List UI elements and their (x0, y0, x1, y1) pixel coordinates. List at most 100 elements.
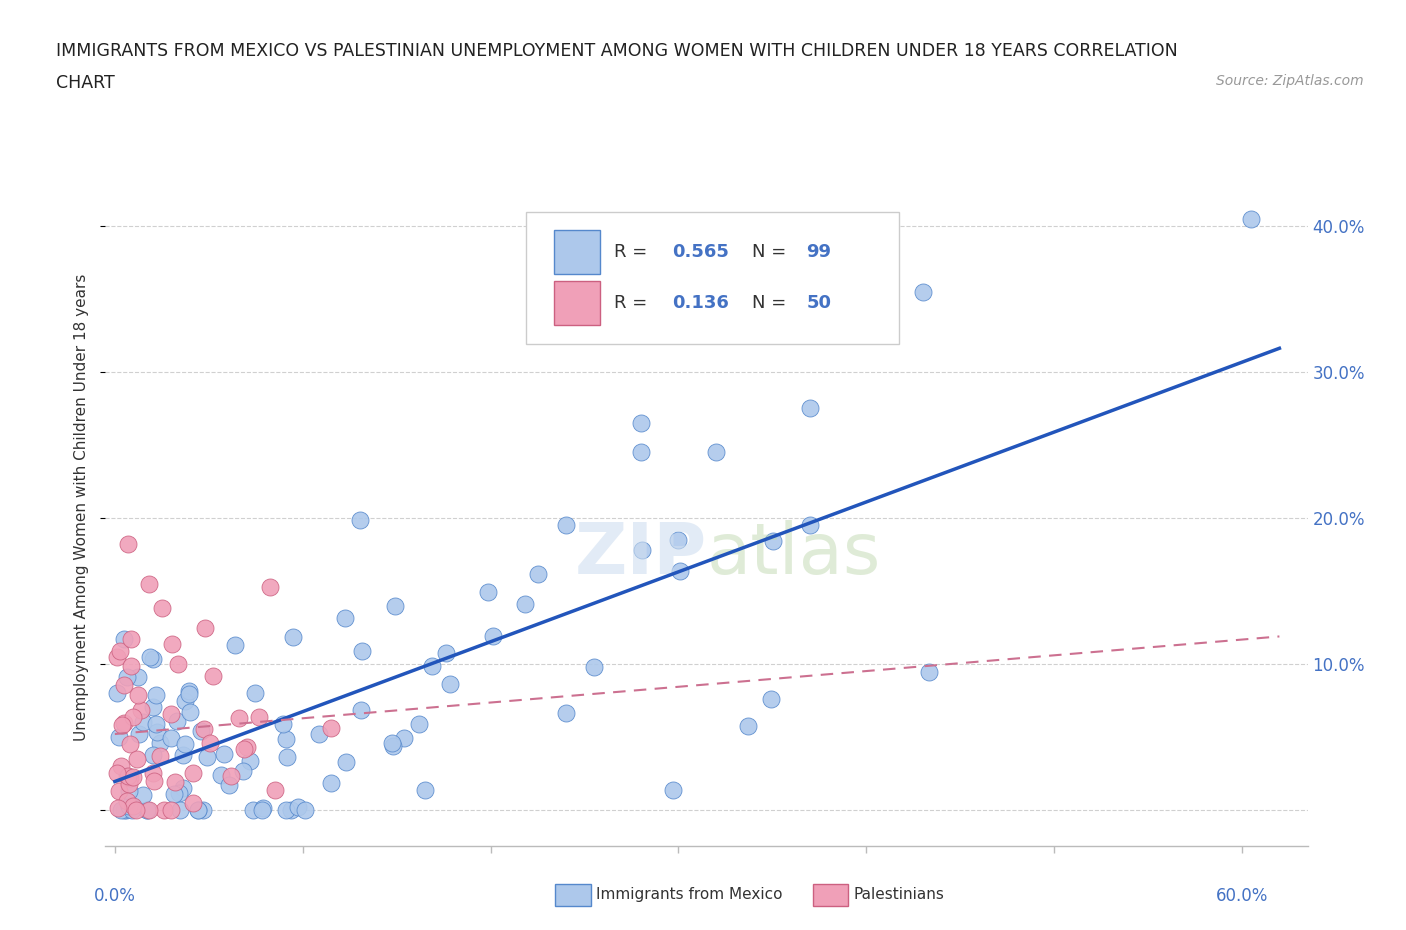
Point (143, 774, 166, 789)
Text: N =: N = (752, 244, 786, 261)
Point (662, 783, 685, 798)
Point (138, 803, 160, 817)
Point (219, 768, 242, 783)
Point (112, 803, 135, 817)
Point (554, 518, 576, 533)
Point (125, 751, 148, 766)
Point (138, 576, 160, 591)
Point (125, 803, 148, 817)
Point (187, 803, 209, 817)
Point (117, 537, 139, 551)
Point (187, 803, 209, 817)
Point (145, 724, 167, 739)
Point (110, 759, 132, 774)
Point (799, 518, 821, 533)
Point (132, 714, 155, 729)
FancyBboxPatch shape (554, 281, 599, 326)
Point (152, 803, 174, 817)
Point (911, 284, 934, 299)
Text: Immigrants from Mexico: Immigrants from Mexico (596, 887, 783, 902)
Point (177, 684, 200, 698)
Point (195, 750, 218, 764)
Point (122, 769, 145, 784)
Point (108, 783, 131, 798)
Point (117, 769, 139, 784)
Text: R =: R = (614, 244, 647, 261)
Point (105, 686, 128, 701)
Point (233, 741, 256, 756)
Point (169, 786, 191, 801)
Point (434, 646, 457, 661)
Point (294, 803, 316, 817)
Point (224, 638, 246, 653)
Point (112, 715, 135, 730)
Point (250, 803, 273, 817)
Point (276, 731, 298, 746)
Point (112, 631, 135, 646)
Text: Palestinians: Palestinians (853, 887, 945, 902)
Point (194, 620, 217, 635)
Point (120, 737, 142, 751)
Point (218, 777, 240, 792)
Point (704, 445, 727, 459)
Point (191, 803, 214, 817)
Point (228, 711, 250, 725)
Point (122, 801, 145, 816)
Point (420, 658, 443, 673)
Point (115, 803, 138, 817)
Point (349, 513, 371, 528)
Point (142, 748, 165, 763)
Text: 60.0%: 60.0% (1216, 887, 1268, 905)
Point (105, 650, 128, 665)
Point (349, 703, 371, 718)
Point (759, 692, 782, 707)
Point (384, 598, 406, 613)
Text: CHART: CHART (56, 74, 115, 92)
Point (392, 731, 415, 746)
Point (105, 766, 128, 781)
Point (439, 676, 461, 691)
Point (172, 780, 194, 795)
Point (118, 770, 141, 785)
Point (120, 658, 142, 673)
Point (321, 776, 343, 790)
Text: 0.136: 0.136 (672, 294, 728, 312)
Point (135, 803, 157, 817)
Point (280, 803, 302, 817)
Point (247, 710, 270, 724)
Point (273, 716, 295, 731)
Point (107, 801, 129, 816)
Point (127, 670, 149, 684)
Point (352, 644, 374, 658)
Text: atlas: atlas (707, 520, 882, 589)
Text: Source: ZipAtlas.com: Source: ZipAtlas.com (1216, 74, 1364, 88)
Point (190, 724, 212, 738)
Point (122, 799, 145, 814)
Point (169, 803, 191, 817)
Point (252, 800, 274, 815)
Point (1240, 211, 1263, 226)
Point (181, 765, 204, 780)
Point (408, 717, 430, 732)
Point (274, 803, 297, 817)
Point (120, 631, 142, 646)
Point (243, 685, 266, 700)
Point (115, 794, 138, 809)
Point (209, 768, 232, 783)
Text: 99: 99 (806, 244, 831, 261)
Point (174, 694, 197, 709)
Text: ZIP: ZIP (574, 520, 707, 589)
Point (160, 636, 183, 651)
Point (198, 735, 221, 750)
Point (381, 738, 404, 753)
Text: N =: N = (752, 294, 786, 312)
Point (118, 777, 141, 791)
Point (145, 687, 167, 702)
Point (477, 585, 499, 600)
Point (308, 726, 330, 741)
Y-axis label: Unemployment Among Women with Children Under 18 years: Unemployment Among Women with Children U… (75, 273, 90, 740)
Point (107, 729, 129, 744)
Point (239, 754, 262, 769)
Point (173, 737, 195, 751)
Point (276, 750, 298, 764)
